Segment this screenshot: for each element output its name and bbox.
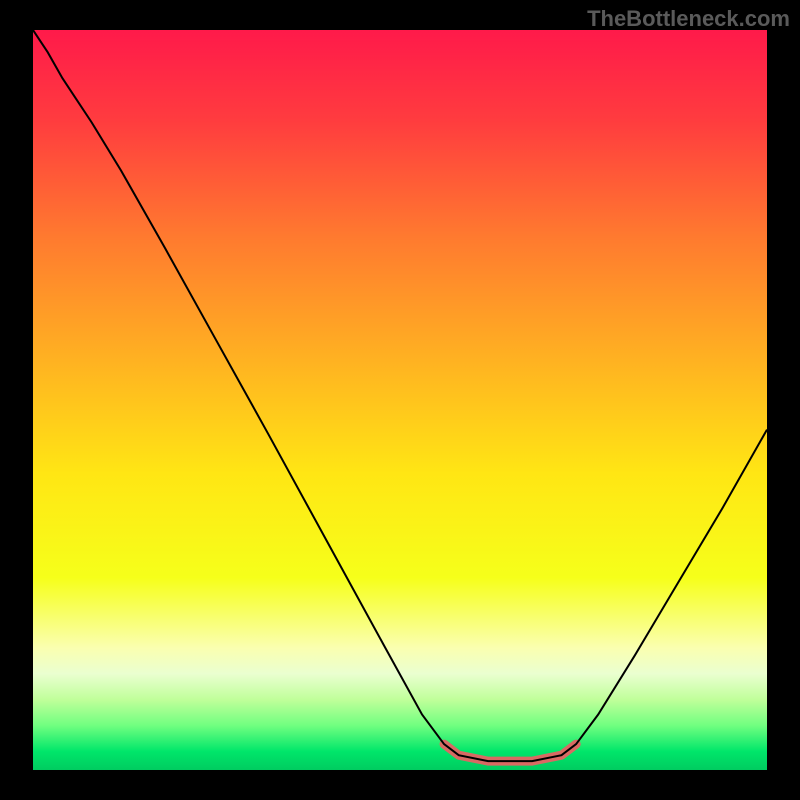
plot-svg xyxy=(33,30,767,770)
chart-container: TheBottleneck.com xyxy=(0,0,800,800)
watermark-text: TheBottleneck.com xyxy=(587,6,790,32)
plot-area xyxy=(33,30,767,770)
gradient-background xyxy=(33,30,767,770)
